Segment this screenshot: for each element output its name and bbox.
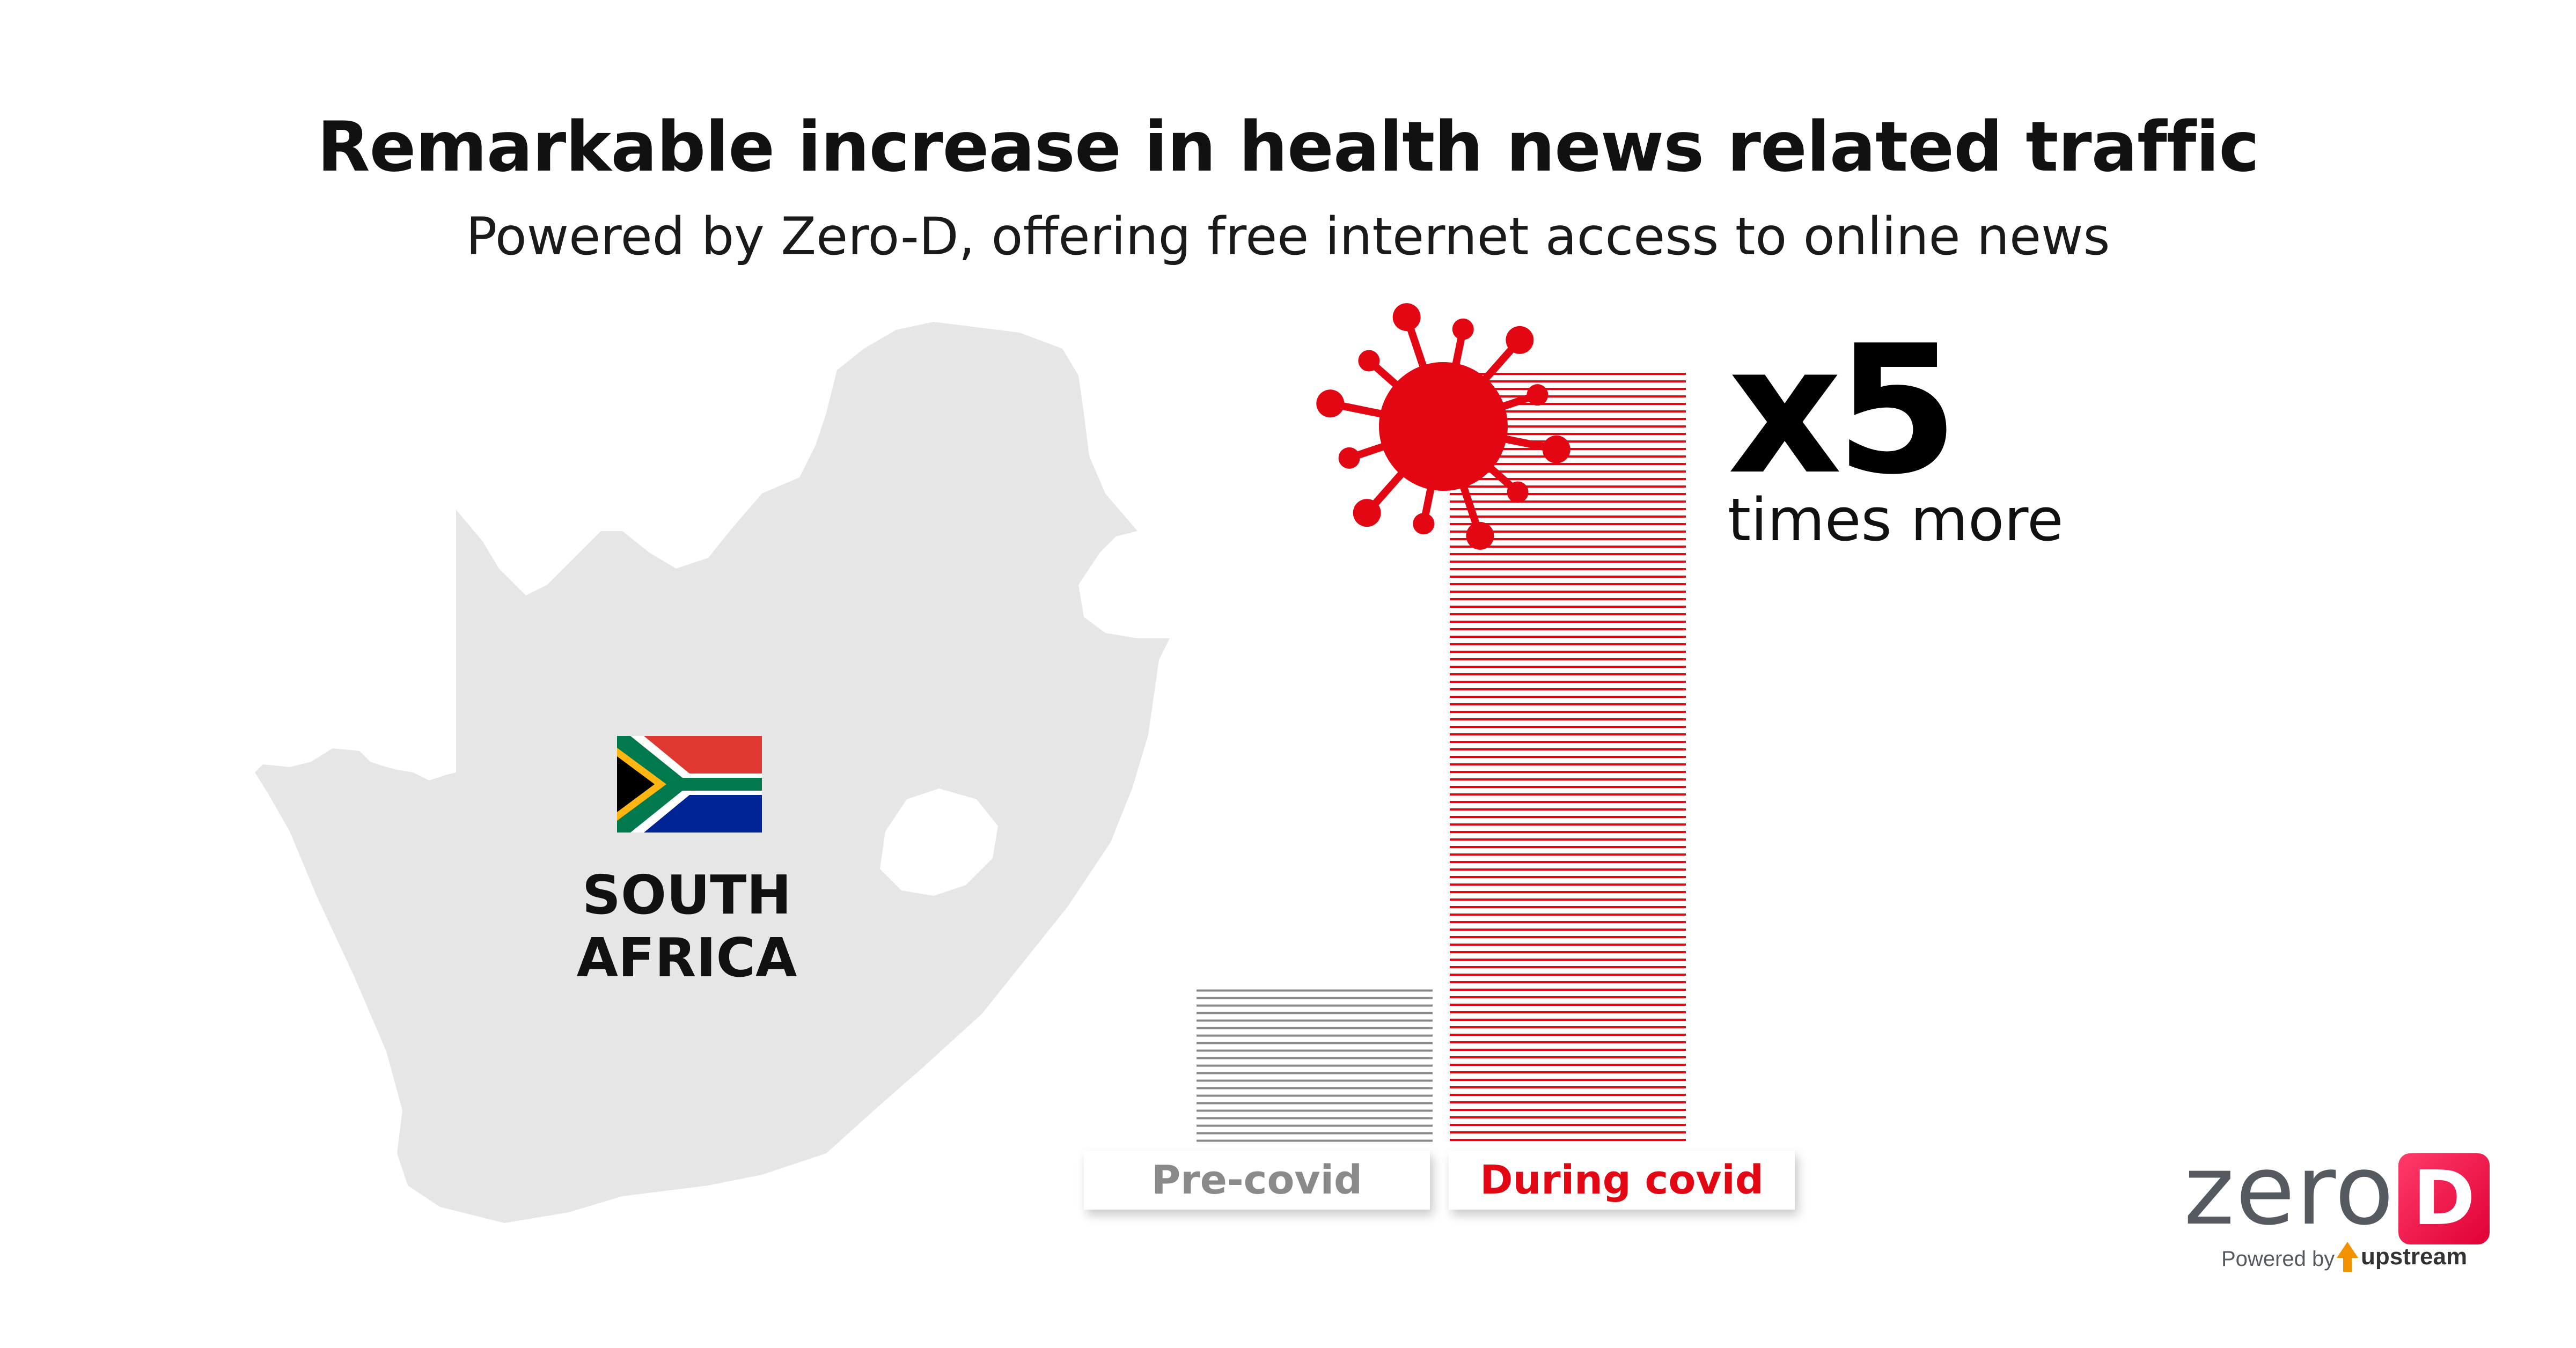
page-subtitle: Powered by Zero-D, offering free interne… xyxy=(466,207,2110,267)
coronavirus-icon xyxy=(1316,303,1570,550)
category-label-pre-covid: Pre-covid xyxy=(1084,1151,1430,1210)
multiplier-caption: times more xyxy=(1728,485,2064,554)
logo-brand-name: upstream xyxy=(2361,1243,2468,1270)
multiplier-value: x5 xyxy=(1728,307,1958,513)
logo-powered-by: Powered by xyxy=(2221,1247,2335,1271)
page-title: Remarkable increase in health news relat… xyxy=(317,107,2259,187)
bar-pre-covid xyxy=(1197,989,1433,1142)
category-label-during-covid: During covid xyxy=(1449,1151,1795,1210)
bar-during-covid xyxy=(1450,373,1686,1141)
zero-d-logo-badge: D xyxy=(2398,1153,2490,1244)
country-label: SOUTH AFRICA xyxy=(576,864,797,989)
zero-d-logo-word: zero xyxy=(2184,1135,2395,1247)
upstream-logo-icon xyxy=(2337,1242,2358,1272)
south-africa-flag-icon xyxy=(617,736,762,833)
